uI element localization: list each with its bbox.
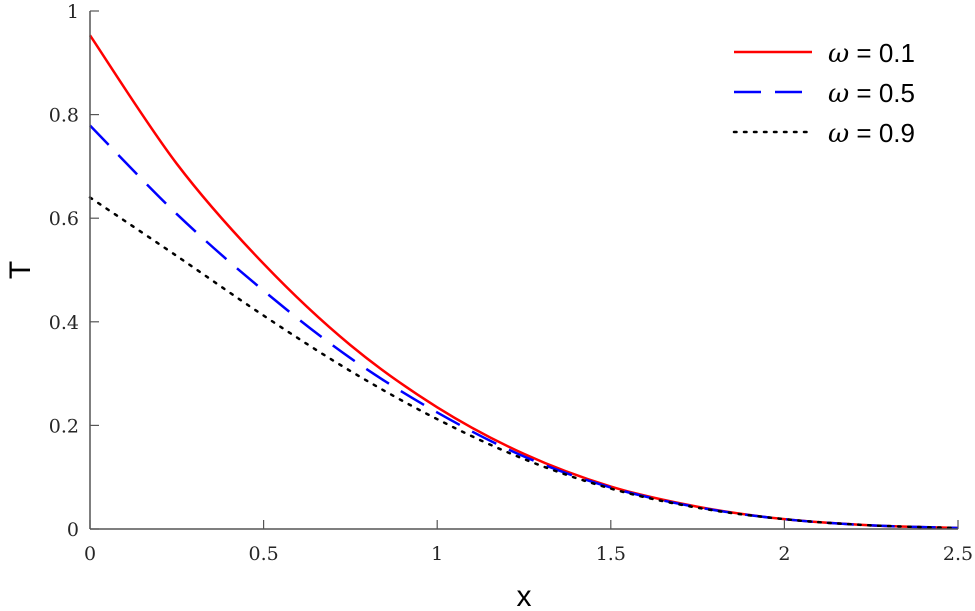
y-tick-label: 0.2 bbox=[49, 415, 79, 437]
y-axis-ticks: 0 0.2 0.4 0.6 0.8 1 bbox=[49, 1, 99, 541]
svg-text:ω = 0.5: ω = 0.5 bbox=[828, 78, 915, 109]
x-tick-label: 2.5 bbox=[943, 543, 973, 565]
axes: 0 0.2 0.4 0.6 0.8 1 0 0.5 1 1.5 2 2.5 bbox=[49, 1, 973, 565]
x-tick-label: 1 bbox=[431, 543, 443, 565]
svg-text:ω = 0.9: ω = 0.9 bbox=[828, 118, 915, 149]
series-line-solid bbox=[88, 34, 959, 530]
y-tick-label: 0.4 bbox=[49, 312, 79, 334]
x-tick-label: 0.5 bbox=[248, 543, 278, 565]
series-line-dashed bbox=[89, 124, 959, 530]
legend-item-omega-0.9: ω = 0.9 bbox=[732, 118, 915, 149]
omega-symbol: ω bbox=[828, 119, 849, 149]
y-tick-label: 0.6 bbox=[49, 208, 79, 230]
x-tick-label: 1.5 bbox=[596, 543, 626, 565]
legend-item-omega-0.1: ω = 0.1 bbox=[734, 38, 915, 69]
series-line-dotted bbox=[88, 196, 960, 530]
x-tick-label: 2 bbox=[778, 543, 790, 565]
legend: ω = 0.1 ω = 0.5 ω = 0.9 bbox=[732, 38, 915, 149]
plot-area bbox=[88, 34, 960, 530]
y-tick-label: 1 bbox=[67, 1, 79, 23]
legend-label: = 0.5 bbox=[849, 78, 915, 108]
x-axis-label: x bbox=[517, 580, 532, 611]
omega-symbol: ω bbox=[828, 39, 849, 69]
legend-label: = 0.9 bbox=[849, 118, 915, 148]
legend-item-omega-0.5: ω = 0.5 bbox=[734, 78, 915, 109]
svg-text:ω = 0.1: ω = 0.1 bbox=[828, 38, 915, 69]
legend-label: = 0.1 bbox=[849, 38, 915, 68]
x-axis-ticks: 0 0.5 1 1.5 2 2.5 bbox=[84, 520, 973, 565]
x-tick-label: 0 bbox=[84, 543, 96, 565]
y-tick-label: 0.8 bbox=[49, 105, 79, 127]
omega-symbol: ω bbox=[828, 79, 849, 109]
y-axis-label: T bbox=[4, 261, 37, 279]
y-tick-label: 0 bbox=[67, 519, 79, 541]
